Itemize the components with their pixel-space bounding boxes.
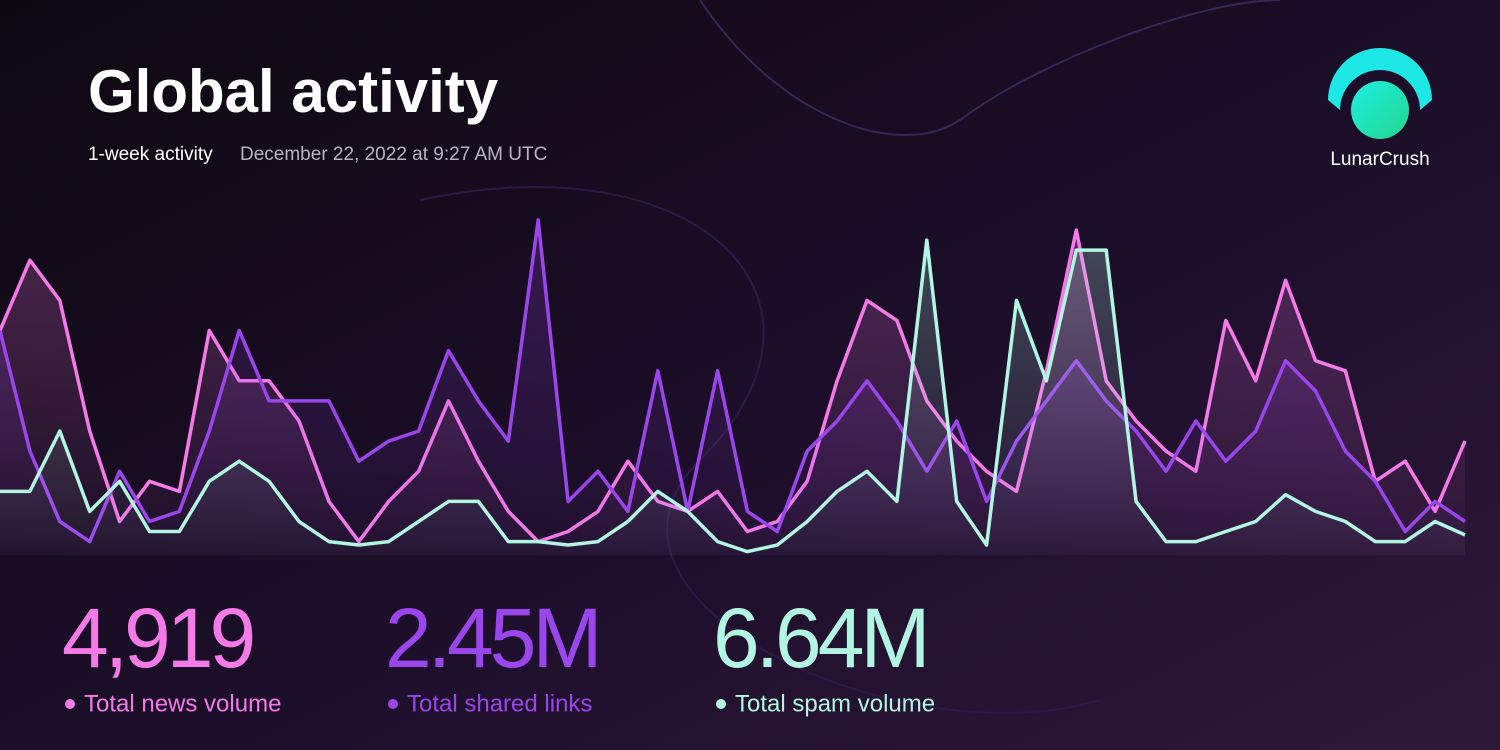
- stat-value: 6.64M: [713, 591, 926, 685]
- stat-value: 4,919: [62, 591, 252, 685]
- stat-value: 2.45M: [385, 591, 598, 685]
- timestamp: December 22, 2022 at 9:27 AM UTC: [240, 144, 547, 165]
- legend-dot: [716, 699, 726, 709]
- stat-label: Total shared links: [407, 690, 592, 717]
- logo-moon: [1351, 81, 1409, 139]
- period: 1-week activity: [88, 144, 213, 165]
- legend-dot: [388, 699, 398, 709]
- stat-label: Total news volume: [84, 690, 281, 717]
- legend-dot: [65, 699, 75, 709]
- logo-name: LunarCrush: [1330, 149, 1429, 170]
- stats: 4,919 Total news volume 2.45M Total shared …: [62, 591, 935, 717]
- title: Global activity: [88, 58, 499, 125]
- logo-crescent: [1328, 48, 1432, 110]
- stat-label: Total spam volume: [735, 690, 935, 717]
- plot: [0, 218, 1467, 555]
- decor-curve: [699, 0, 1281, 136]
- series-line: [0, 218, 1466, 544]
- series-area: [0, 240, 1465, 555]
- series-line: [0, 238, 1466, 554]
